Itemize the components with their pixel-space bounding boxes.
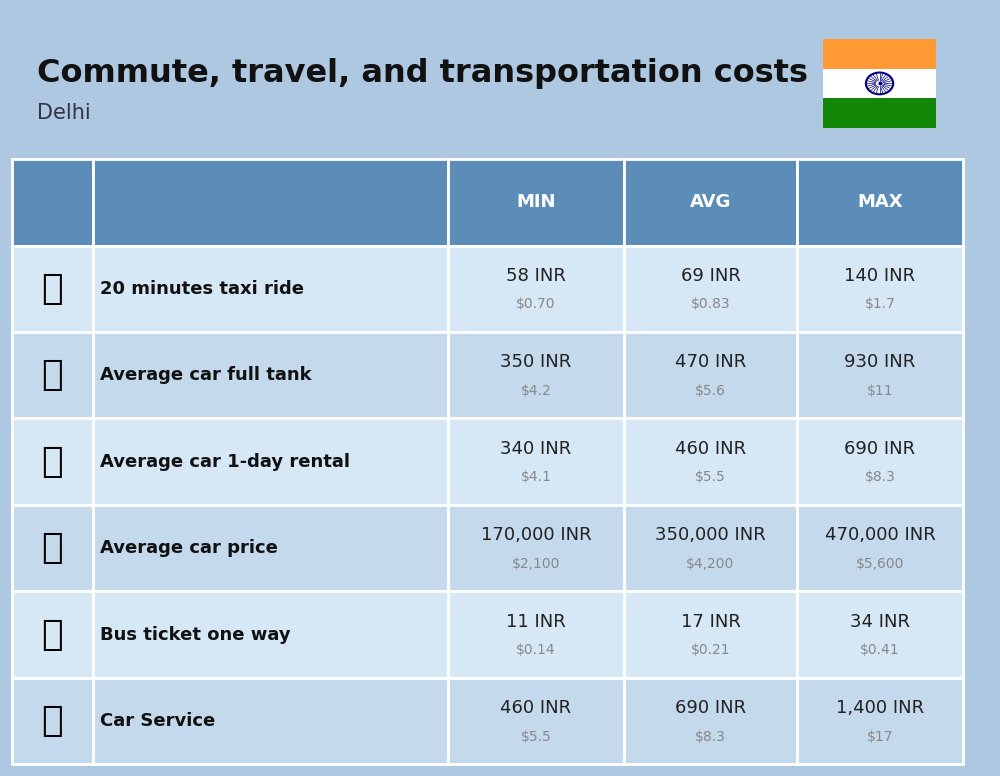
Text: $5.6: $5.6 [695, 384, 726, 398]
Bar [624, 418, 797, 505]
Text: $0.14: $0.14 [516, 643, 556, 657]
Text: AVG: AVG [690, 193, 731, 211]
Text: $5.5: $5.5 [695, 470, 726, 484]
Text: 11 INR: 11 INR [506, 613, 566, 631]
Bar [797, 678, 963, 764]
Text: $11: $11 [867, 384, 893, 398]
Text: $17: $17 [867, 729, 893, 743]
Text: $8.3: $8.3 [695, 729, 726, 743]
Text: 69 INR: 69 INR [681, 267, 740, 285]
Bar [797, 591, 963, 678]
Bar [448, 245, 624, 332]
Bar [12, 678, 93, 764]
Text: $4.2: $4.2 [521, 384, 551, 398]
Bar [797, 245, 963, 332]
Bar [12, 591, 93, 678]
Bar [12, 418, 93, 505]
Text: 20 minutes taxi ride: 20 minutes taxi ride [100, 280, 304, 298]
Bar [624, 678, 797, 764]
Bar [93, 591, 448, 678]
Text: MAX: MAX [857, 193, 903, 211]
Text: 17 INR: 17 INR [681, 613, 740, 631]
Text: 350 INR: 350 INR [500, 353, 572, 371]
Bar [624, 332, 797, 418]
Bar [624, 591, 797, 678]
Bar [448, 678, 624, 764]
Bar [823, 39, 936, 68]
Text: $0.41: $0.41 [860, 643, 900, 657]
Bar [12, 332, 93, 418]
Text: MIN: MIN [516, 193, 556, 211]
Text: 1,400 INR: 1,400 INR [836, 699, 924, 717]
Bar [797, 332, 963, 418]
Text: 460 INR: 460 INR [675, 440, 746, 458]
Text: 340 INR: 340 INR [500, 440, 572, 458]
Bar [93, 332, 448, 418]
Text: 930 INR: 930 INR [844, 353, 916, 371]
Bar [624, 159, 797, 245]
Bar [624, 505, 797, 591]
Text: 🚗: 🚗 [41, 532, 63, 565]
Bar [93, 418, 448, 505]
Text: 140 INR: 140 INR [844, 267, 916, 285]
Text: 🚙: 🚙 [41, 445, 63, 479]
Text: 170,000 INR: 170,000 INR [481, 526, 591, 544]
Text: 350,000 INR: 350,000 INR [655, 526, 766, 544]
Bar [93, 245, 448, 332]
Text: Average car full tank: Average car full tank [100, 366, 312, 384]
Text: $0.70: $0.70 [516, 297, 556, 311]
Text: 690 INR: 690 INR [675, 699, 746, 717]
Text: 58 INR: 58 INR [506, 267, 566, 285]
Text: Average car 1-day rental: Average car 1-day rental [100, 452, 350, 471]
Text: $4.1: $4.1 [521, 470, 551, 484]
Text: Car Service: Car Service [100, 712, 216, 730]
Text: $1.7: $1.7 [865, 297, 895, 311]
Text: $2,100: $2,100 [512, 556, 560, 571]
Text: 🚗: 🚗 [41, 704, 63, 738]
Bar [448, 418, 624, 505]
Bar [823, 68, 936, 99]
Bar [93, 159, 448, 245]
Text: Commute, travel, and transportation costs: Commute, travel, and transportation cost… [37, 58, 808, 89]
Text: $8.3: $8.3 [865, 470, 895, 484]
Text: ⛽: ⛽ [41, 359, 63, 392]
Bar [448, 332, 624, 418]
Text: 470,000 INR: 470,000 INR [825, 526, 935, 544]
Bar [12, 245, 93, 332]
Bar [12, 159, 93, 245]
Bar [797, 505, 963, 591]
Text: 470 INR: 470 INR [675, 353, 746, 371]
Text: Delhi: Delhi [37, 102, 91, 123]
Text: $0.21: $0.21 [691, 643, 730, 657]
Bar [93, 505, 448, 591]
Bar [823, 99, 936, 128]
Text: $4,200: $4,200 [686, 556, 735, 571]
Bar [12, 505, 93, 591]
Text: $0.83: $0.83 [691, 297, 730, 311]
Text: 690 INR: 690 INR [844, 440, 916, 458]
Text: $5,600: $5,600 [856, 556, 904, 571]
Text: 🚕: 🚕 [41, 272, 63, 306]
Text: $5.5: $5.5 [521, 729, 551, 743]
Text: 460 INR: 460 INR [500, 699, 572, 717]
Text: Bus ticket one way: Bus ticket one way [100, 625, 291, 643]
Bar [448, 591, 624, 678]
Text: 34 INR: 34 INR [850, 613, 910, 631]
Bar [797, 159, 963, 245]
Bar [448, 159, 624, 245]
Bar [624, 245, 797, 332]
Text: 🚌: 🚌 [41, 618, 63, 652]
Bar [93, 678, 448, 764]
Bar [448, 505, 624, 591]
Bar [797, 418, 963, 505]
Text: Average car price: Average car price [100, 539, 278, 557]
